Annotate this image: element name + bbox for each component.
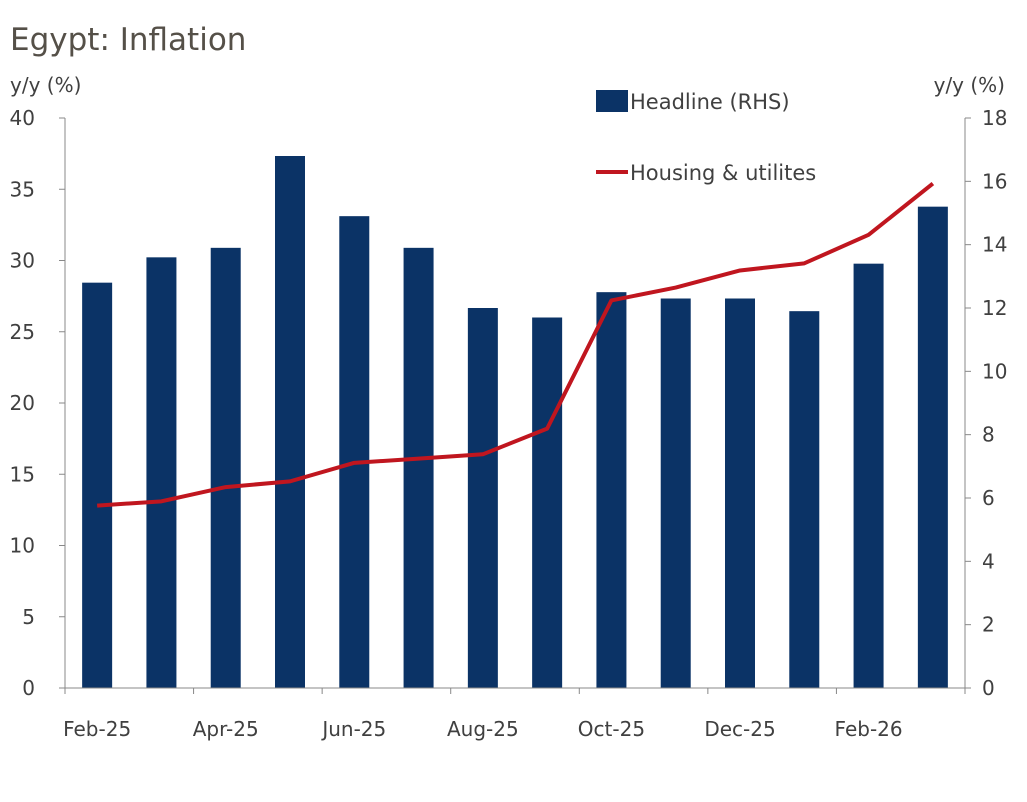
legend-label-headline: Headline (RHS): [630, 90, 790, 114]
bar: [596, 292, 627, 688]
bar: [146, 257, 177, 688]
bar: [789, 311, 820, 688]
bar: [275, 156, 305, 688]
legend-label-housing: Housing & utilites: [630, 161, 816, 185]
bar: [82, 282, 113, 688]
bar: [725, 298, 755, 688]
left-tick-label: 15: [10, 462, 35, 486]
left-tick-label: 0: [22, 676, 35, 700]
bar: [467, 308, 498, 688]
bar: [917, 206, 948, 688]
left-tick-label: 40: [10, 106, 35, 130]
left-tick-label: 30: [10, 249, 35, 273]
left-tick-label: 25: [10, 320, 35, 344]
line-group: [97, 181, 935, 508]
left-axis-label: y/y (%): [10, 73, 81, 97]
right-axis-label: y/y (%): [934, 73, 1005, 97]
legend: Headline (RHS) Housing & utilites: [596, 90, 816, 185]
bar: [853, 263, 884, 688]
axes-group: 0 5 10 15 20 25 30 35 40 0 2 4 6 8 10 12 14 16 18 Feb-25 Apr…: [10, 106, 1008, 741]
x-tick-label: Jun-25: [320, 717, 386, 741]
x-tick-label: Feb-26: [835, 717, 903, 741]
bars-group: [82, 156, 948, 689]
x-tick-label: Feb-25: [63, 717, 131, 741]
right-tick-label: 16: [982, 169, 1007, 193]
chart-title: Egypt: Inflation: [10, 22, 246, 58]
right-tick-label: 12: [982, 296, 1007, 320]
x-tick-label: Dec-25: [704, 717, 775, 741]
bar: [403, 247, 434, 689]
right-tick-label: 2: [982, 613, 995, 637]
right-tick-label: 6: [982, 486, 995, 510]
right-tick-label: 0: [982, 676, 995, 700]
left-tick-label: 5: [22, 605, 35, 629]
right-tick-label: 4: [982, 549, 995, 573]
right-tick-label: 10: [982, 359, 1007, 383]
right-tick-label: 14: [982, 233, 1007, 257]
bar: [339, 216, 370, 688]
right-tick-label: 8: [982, 423, 995, 447]
bar: [660, 298, 691, 688]
housing-line: [97, 181, 935, 508]
left-tick-label: 35: [10, 177, 35, 201]
x-tick-label: Aug-25: [447, 717, 519, 741]
left-tick-label: 10: [10, 534, 35, 558]
bar: [532, 317, 563, 688]
left-tick-label: 20: [10, 391, 35, 415]
right-tick-label: 18: [982, 106, 1007, 130]
x-tick-label: Oct-25: [578, 717, 645, 741]
x-tick-label: Apr-25: [193, 717, 259, 741]
bar: [210, 247, 241, 689]
legend-swatch-headline: [596, 90, 628, 112]
